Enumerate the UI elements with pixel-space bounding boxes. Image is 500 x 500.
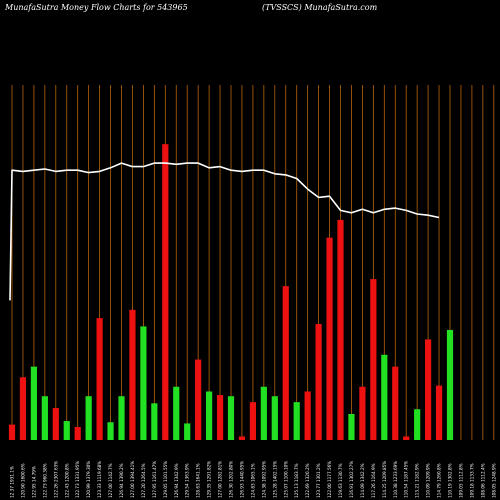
x-tick-label: 124.83 1065.1% bbox=[250, 463, 255, 498]
x-tick-label: 123.33 1119.68% bbox=[97, 461, 102, 498]
money-flow-bar bbox=[249, 402, 256, 440]
money-flow-bar bbox=[260, 386, 267, 440]
x-tick-label: 129.05 1101.55% bbox=[163, 461, 168, 498]
money-flow-bar bbox=[381, 354, 388, 440]
money-flow-bar bbox=[151, 403, 158, 440]
money-flow-bar bbox=[315, 324, 322, 440]
money-flow-bar bbox=[271, 396, 278, 440]
money-flow-bar bbox=[326, 237, 333, 440]
money-flow-bar bbox=[8, 424, 16, 440]
x-tick-label: 110.54 1187.45% bbox=[404, 461, 409, 498]
x-tick-label: 124.38 1092.95% bbox=[261, 461, 266, 498]
money-flow-bar bbox=[425, 339, 432, 440]
x-tick-label: 122.73 960.38% bbox=[42, 463, 47, 498]
x-tick-label: 122.26 2307.63% bbox=[53, 461, 58, 498]
x-tick-label: 125.07 1100.10% bbox=[283, 461, 288, 498]
money-flow-bar bbox=[293, 402, 300, 440]
money-flow-bar bbox=[348, 413, 355, 440]
money-flow-bar bbox=[107, 422, 114, 440]
money-flow-bar bbox=[118, 396, 125, 440]
x-tick-label: 123.77 1301.2% bbox=[316, 463, 321, 498]
x-tick-label: 129.54 1363.9% bbox=[185, 463, 190, 498]
x-tick-label: 122.00 1177.56% bbox=[327, 461, 332, 498]
x-tick-label: 117.26 1164.9% bbox=[371, 463, 376, 498]
price-line bbox=[9, 162, 440, 301]
money-flow-bar bbox=[162, 144, 169, 440]
chart-subtitle: (TVSSCS) MunafaSutra.com bbox=[262, 3, 378, 12]
price-line-path bbox=[9, 162, 440, 301]
x-tick-label: 114.09 1342.2% bbox=[360, 463, 365, 498]
money-flow-bar bbox=[227, 396, 235, 440]
x-tick-label: 126.94 1342.9% bbox=[174, 463, 179, 498]
x-tick-label: 116.91 1302.27% bbox=[349, 461, 354, 498]
x-tick-label: 127.95 1161.47% bbox=[152, 461, 157, 498]
money-flow-bar bbox=[359, 386, 366, 440]
x-tick-label: 127.00 1282.81% bbox=[218, 461, 223, 498]
money-flow-bar bbox=[30, 366, 37, 440]
x-tick-label: 12.37 1931.1% bbox=[10, 466, 15, 498]
chart-title: MunafaSutra Money Flow Charts for 543965 bbox=[4, 3, 188, 12]
x-tick-label: 125.13 1183.7% bbox=[294, 463, 299, 498]
money-flow-bar bbox=[435, 385, 443, 440]
money-flow-bar bbox=[206, 391, 213, 440]
money-flow-bar bbox=[446, 329, 454, 440]
x-tick-label: 114.79 1260.8% bbox=[437, 463, 442, 498]
x-tick-label: 108.05 1248.9% bbox=[491, 463, 496, 498]
money-flow-bar bbox=[63, 421, 70, 440]
x-tick-label: 126.94 1390.2% bbox=[119, 463, 124, 498]
money-flow-bars bbox=[8, 144, 454, 440]
x-tick-label: 109.18 1133.7% bbox=[469, 463, 474, 498]
x-tick-label: 122.73 1331.95% bbox=[75, 461, 80, 498]
x-tick-label: 126.93 1440.95% bbox=[239, 461, 244, 498]
x-tick-label: 109.05 1112.8% bbox=[458, 463, 463, 498]
x-tick-label: 120.90 1600.6% bbox=[20, 463, 25, 498]
x-tick-label: 110.38 1233.69% bbox=[393, 461, 398, 498]
x-tick-label: 114.25 1209.85% bbox=[382, 461, 387, 498]
money-flow-bar bbox=[304, 391, 311, 440]
money-flow-bar bbox=[41, 396, 48, 440]
x-tick-label: 122.95 14.79% bbox=[31, 466, 36, 498]
money-flow-bar bbox=[173, 386, 180, 440]
money-flow-bar bbox=[140, 326, 147, 440]
x-tick-labels: 12.37 1931.1% 120.90 1600.6% 122.95 14.79%… bbox=[10, 461, 497, 498]
money-flow-bar bbox=[370, 279, 377, 440]
money-flow-bar bbox=[216, 395, 224, 440]
money-flow-bar bbox=[96, 318, 103, 440]
money-flow-bar bbox=[195, 359, 202, 440]
x-tick-label: 113.21 1182.9% bbox=[415, 463, 420, 498]
money-flow-bar bbox=[129, 309, 136, 440]
money-flow-bar bbox=[238, 436, 246, 440]
money-flow-bar bbox=[52, 408, 59, 440]
x-tick-label: 110.09 1209.9% bbox=[426, 463, 431, 498]
money-flow-bar bbox=[74, 426, 81, 440]
money-flow-bar bbox=[19, 377, 27, 440]
x-tick-label: 120.99 1379.30% bbox=[86, 461, 91, 498]
money-flow-bar bbox=[337, 219, 344, 440]
x-tick-label: 129.35 1291.82% bbox=[207, 461, 212, 498]
x-tick-label: 119.63 1130.7% bbox=[338, 463, 343, 498]
x-tick-label: 110.19 1302.8% bbox=[448, 463, 453, 498]
x-tick-label: 108.06 1112.4% bbox=[480, 463, 485, 498]
money-flow-bar bbox=[403, 436, 410, 440]
x-tick-label: 126.30 1202.80% bbox=[229, 461, 234, 498]
money-flow-bar bbox=[392, 366, 399, 440]
money-flow-bar bbox=[85, 396, 92, 440]
x-tick-label: 125.28 1402.15% bbox=[272, 461, 277, 498]
x-tick-label: 122.43 1200.8% bbox=[64, 463, 69, 498]
money-flow-bar bbox=[184, 423, 191, 440]
x-tick-label: 127.00 1142.7% bbox=[108, 463, 113, 498]
x-tick-label: 128.63 1641.1% bbox=[196, 463, 201, 498]
money-flow-bar bbox=[414, 409, 421, 440]
x-tick-label: 122.69 1320.2% bbox=[305, 463, 310, 498]
money-flow-bar bbox=[282, 286, 289, 440]
x-tick-label: 127.20 1264.5% bbox=[141, 463, 146, 498]
x-tick-label: 127.00 1394.41% bbox=[130, 461, 135, 498]
